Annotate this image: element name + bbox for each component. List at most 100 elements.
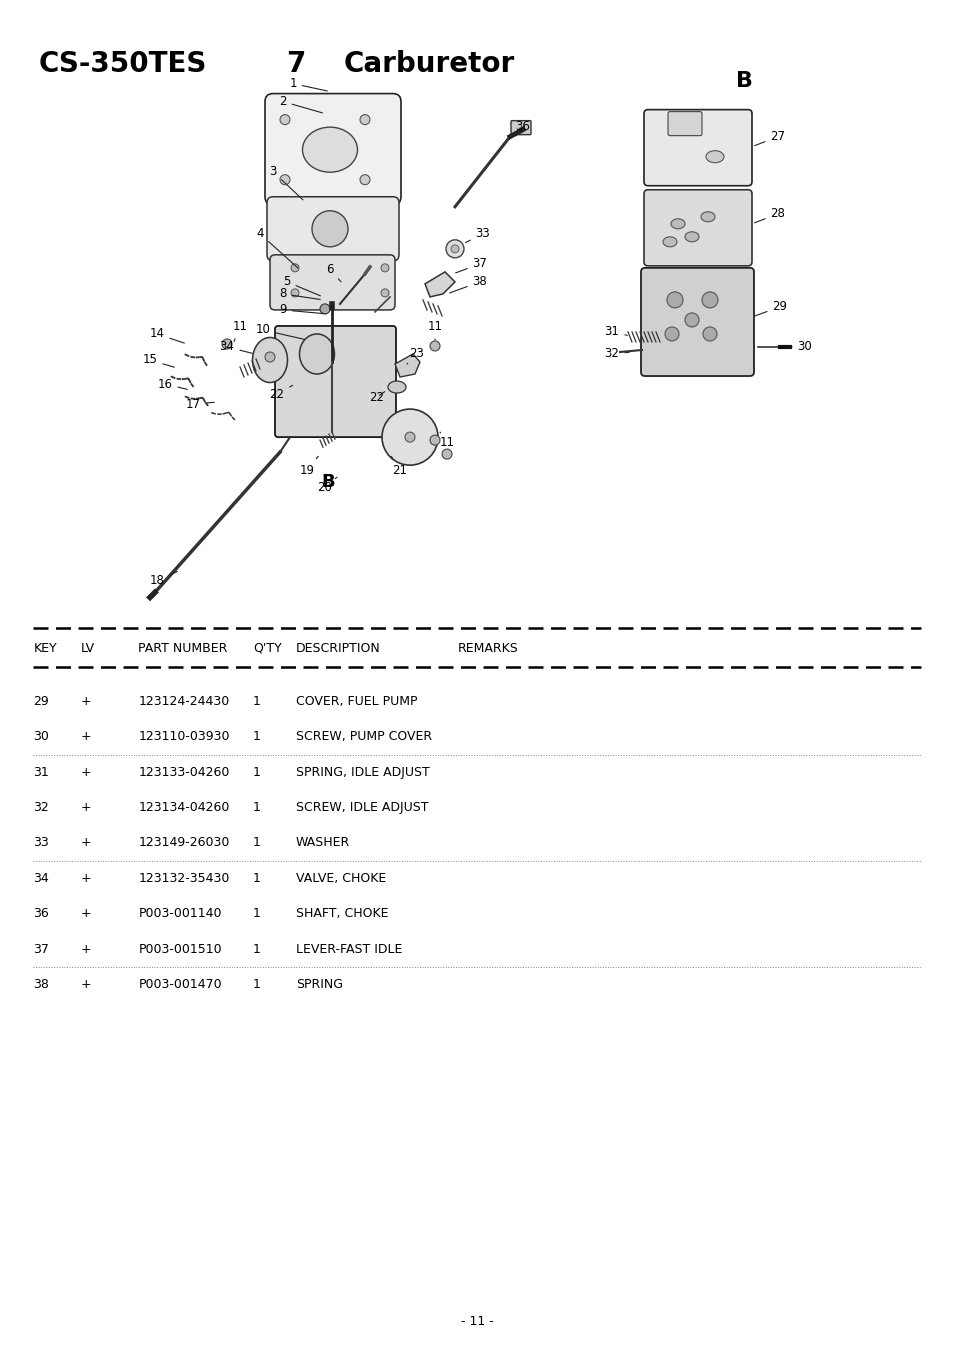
Circle shape — [702, 327, 717, 340]
Text: COVER, FUEL PUMP: COVER, FUEL PUMP — [295, 694, 416, 708]
Ellipse shape — [684, 232, 699, 242]
Circle shape — [265, 353, 274, 362]
Text: 123110-03930: 123110-03930 — [138, 730, 230, 743]
Text: 1: 1 — [289, 77, 327, 91]
Text: Q'TY: Q'TY — [253, 642, 281, 655]
FancyBboxPatch shape — [274, 326, 395, 438]
Text: 1: 1 — [253, 730, 260, 743]
Circle shape — [430, 340, 439, 351]
Text: P003-001510: P003-001510 — [138, 943, 222, 955]
Text: 11: 11 — [233, 320, 247, 342]
Polygon shape — [395, 354, 419, 377]
Ellipse shape — [299, 334, 335, 374]
Text: P003-001140: P003-001140 — [138, 907, 222, 920]
FancyBboxPatch shape — [511, 120, 531, 135]
Text: 22: 22 — [269, 385, 293, 400]
Text: 1: 1 — [253, 694, 260, 708]
Text: - 11 -: - 11 - — [460, 1315, 493, 1328]
Circle shape — [405, 432, 415, 442]
Ellipse shape — [388, 381, 406, 393]
Circle shape — [664, 327, 679, 340]
FancyBboxPatch shape — [265, 93, 400, 205]
Circle shape — [359, 174, 370, 185]
Circle shape — [381, 409, 437, 465]
Text: 22: 22 — [369, 390, 384, 404]
Text: 33: 33 — [465, 227, 490, 243]
Text: 36: 36 — [33, 907, 50, 920]
Text: SCREW, PUMP COVER: SCREW, PUMP COVER — [295, 730, 432, 743]
Text: 123124-24430: 123124-24430 — [138, 694, 230, 708]
Circle shape — [701, 292, 718, 308]
Text: +: + — [81, 801, 91, 815]
Text: LV: LV — [81, 642, 95, 655]
Ellipse shape — [253, 338, 287, 382]
Text: PART NUMBER: PART NUMBER — [138, 642, 228, 655]
Text: 3: 3 — [269, 165, 303, 200]
Text: CS-350TES: CS-350TES — [38, 50, 206, 78]
Ellipse shape — [302, 127, 357, 172]
Text: 21: 21 — [391, 457, 407, 477]
Text: 32: 32 — [33, 801, 50, 815]
Polygon shape — [424, 272, 455, 297]
Text: 36: 36 — [515, 120, 530, 134]
Text: 38: 38 — [449, 276, 487, 293]
Text: SHAFT, CHOKE: SHAFT, CHOKE — [295, 907, 388, 920]
Text: DESCRIPTION: DESCRIPTION — [295, 642, 380, 655]
Text: 11: 11 — [427, 320, 442, 340]
Text: 9: 9 — [279, 304, 324, 316]
Ellipse shape — [670, 219, 684, 228]
Text: REMARKS: REMARKS — [457, 642, 518, 655]
Text: 30: 30 — [33, 730, 50, 743]
Text: 5: 5 — [283, 276, 320, 296]
Text: 4: 4 — [256, 227, 297, 267]
Text: SPRING, IDLE ADJUST: SPRING, IDLE ADJUST — [295, 766, 429, 778]
Text: 37: 37 — [33, 943, 50, 955]
Ellipse shape — [700, 212, 714, 222]
Circle shape — [319, 304, 330, 313]
Text: +: + — [81, 836, 91, 850]
Text: WASHER: WASHER — [295, 836, 350, 850]
Text: SPRING: SPRING — [295, 978, 342, 992]
Circle shape — [430, 435, 439, 444]
Ellipse shape — [705, 151, 723, 162]
Text: 27: 27 — [754, 130, 784, 146]
Text: 1: 1 — [253, 836, 260, 850]
Text: +: + — [81, 907, 91, 920]
Text: +: + — [81, 766, 91, 778]
Text: 33: 33 — [33, 836, 50, 850]
Circle shape — [684, 313, 699, 327]
Text: KEY: KEY — [33, 642, 57, 655]
FancyBboxPatch shape — [267, 197, 398, 261]
Text: 123132-35430: 123132-35430 — [138, 871, 230, 885]
Text: VALVE, CHOKE: VALVE, CHOKE — [295, 871, 386, 885]
Text: 31: 31 — [33, 766, 50, 778]
Circle shape — [446, 240, 463, 258]
Text: 29: 29 — [33, 694, 50, 708]
Text: 1: 1 — [253, 907, 260, 920]
FancyBboxPatch shape — [640, 267, 753, 376]
Circle shape — [441, 449, 452, 459]
Text: 31: 31 — [604, 326, 627, 339]
Text: 16: 16 — [157, 377, 187, 390]
FancyBboxPatch shape — [643, 189, 751, 266]
Text: 30: 30 — [790, 340, 812, 354]
Circle shape — [280, 115, 290, 124]
Circle shape — [312, 211, 348, 247]
Text: +: + — [81, 871, 91, 885]
Text: +: + — [81, 694, 91, 708]
Circle shape — [291, 263, 298, 272]
Text: B: B — [736, 70, 753, 91]
Text: B: B — [321, 473, 335, 492]
Circle shape — [359, 115, 370, 124]
Text: 10: 10 — [255, 323, 304, 339]
Text: 17: 17 — [185, 397, 214, 411]
Text: 123133-04260: 123133-04260 — [138, 766, 230, 778]
Text: SCREW, IDLE ADJUST: SCREW, IDLE ADJUST — [295, 801, 428, 815]
Text: 34: 34 — [33, 871, 50, 885]
Text: +: + — [81, 978, 91, 992]
Circle shape — [280, 174, 290, 185]
Text: LEVER-FAST IDLE: LEVER-FAST IDLE — [295, 943, 402, 955]
Text: 1: 1 — [253, 801, 260, 815]
Text: 37: 37 — [456, 257, 487, 273]
Text: 14: 14 — [150, 327, 184, 343]
